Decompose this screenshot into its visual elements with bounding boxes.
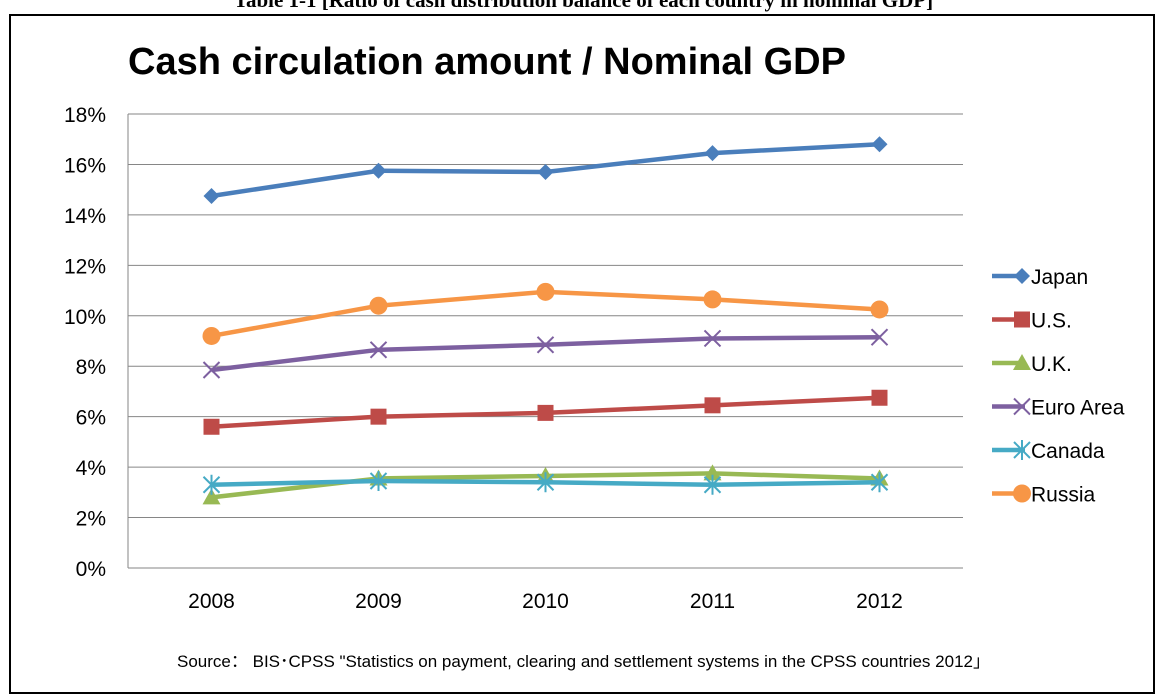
legend-marker [1013, 484, 1031, 503]
legend-label: Euro Area [1031, 397, 1125, 420]
gridlines [127, 113, 963, 569]
data-point [202, 474, 221, 495]
x-tick-label: 2010 [522, 590, 569, 613]
y-tick-label: 4% [76, 457, 106, 480]
x-tick-label: 2011 [690, 590, 735, 613]
y-tick-label: 16% [64, 154, 106, 177]
series-russia [202, 282, 889, 345]
source-note: Source： BIS･CPSS "Statistics on payment,… [177, 652, 990, 671]
data-point [536, 282, 555, 301]
line-chart: Cash circulation amount / Nominal GDP 0%… [64, 41, 1125, 613]
legend-marker [1014, 311, 1030, 328]
y-tick-label: 18% [64, 104, 106, 127]
data-point [202, 361, 221, 379]
data-point [536, 472, 555, 493]
data-point [703, 290, 722, 309]
data-point [203, 418, 220, 435]
data-point [202, 488, 221, 505]
legend-item: Euro Area [992, 397, 1125, 420]
data-point [369, 470, 388, 491]
data-point [871, 389, 888, 406]
x-tick-label: 2008 [188, 590, 235, 613]
series-canada [202, 470, 889, 495]
legend-marker [1013, 397, 1031, 416]
y-tick-label: 0% [76, 558, 106, 581]
legend-item: Russia [992, 484, 1096, 507]
series-euro-area [202, 328, 889, 379]
data-point [369, 296, 388, 315]
data-point [537, 404, 554, 421]
legend-marker [1013, 440, 1031, 460]
data-point [704, 397, 721, 414]
y-tick-label: 6% [76, 407, 106, 430]
data-point [203, 187, 220, 204]
data-point [370, 408, 387, 425]
data-point [870, 472, 889, 493]
y-tick-label: 12% [64, 255, 106, 278]
series-u-s- [203, 389, 888, 435]
y-tick-label: 10% [64, 306, 106, 329]
data-point [536, 336, 555, 354]
data-point [704, 145, 721, 162]
legend-label: Japan [1031, 266, 1088, 289]
data-point [870, 328, 889, 346]
table-caption: Table 1-1 [Ratio of cash distribution ba… [233, 0, 934, 12]
legend-marker [1013, 354, 1031, 370]
legend-label: Russia [1031, 484, 1096, 507]
data-point [369, 341, 388, 359]
x-tick-label: 2009 [355, 590, 402, 613]
series-line [211, 334, 880, 373]
y-tick-label: 2% [76, 508, 106, 531]
legend-item: U.S. [992, 310, 1072, 333]
legend-item: Japan [992, 266, 1088, 289]
data-point [370, 162, 387, 179]
legend: Japan U.S. U.K. Euro Area Canada Russia [992, 266, 1125, 507]
y-tick-label: 14% [64, 205, 106, 228]
legend-item: Canada [992, 440, 1105, 463]
series-lines [202, 136, 889, 505]
x-axis-tick-labels: 2008 2009 2010 2011 2012 [188, 590, 903, 613]
y-tick-label: 8% [76, 356, 106, 379]
data-point [202, 326, 221, 345]
data-point [703, 474, 722, 495]
data-point [871, 136, 888, 153]
legend-marker [1014, 268, 1030, 284]
legend-label: U.S. [1031, 310, 1072, 333]
legend-label: Canada [1031, 440, 1105, 463]
data-point [703, 464, 722, 481]
y-axis-tick-labels: 0% 2% 4% 6% 8% 10% 12% 14% 16% 18% [64, 104, 106, 581]
series-japan [203, 136, 888, 204]
data-point [703, 329, 722, 348]
legend-label: U.K. [1031, 353, 1072, 376]
chart-title: Cash circulation amount / Nominal GDP [128, 41, 846, 83]
x-tick-label: 2012 [856, 590, 903, 613]
legend-item: U.K. [992, 353, 1072, 376]
data-point [870, 300, 889, 319]
data-point [537, 164, 554, 181]
